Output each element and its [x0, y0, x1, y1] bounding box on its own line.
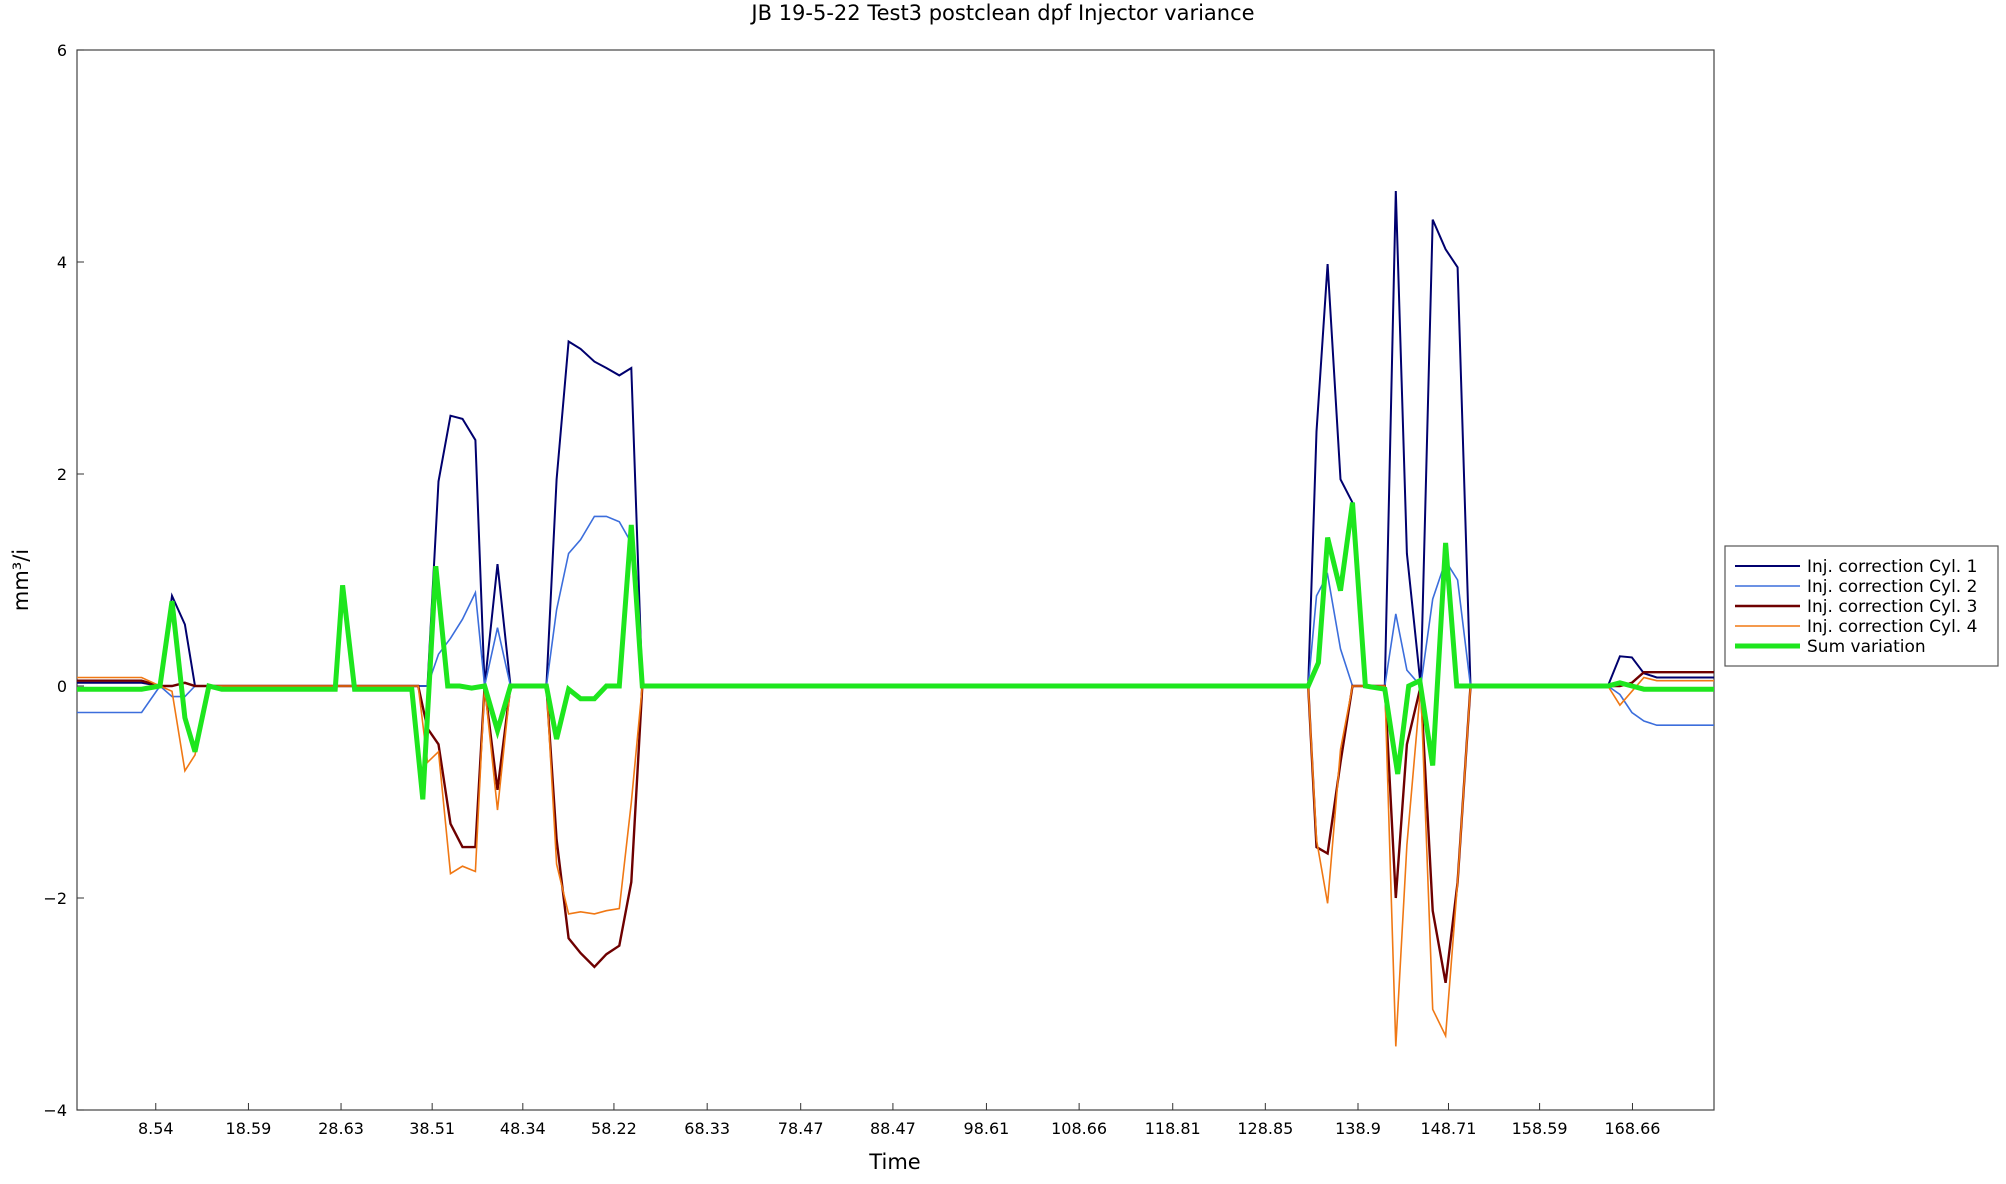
x-axis: 8.54 18.59 28.63 38.51 48.34 58.22 68.33 78.47 8…: [138, 1103, 1660, 1138]
x-tick-label: 8.54: [138, 1119, 174, 1138]
y-axis-title: mm³/i: [9, 549, 33, 611]
x-tick-label: 38.51: [409, 1119, 455, 1138]
x-tick-label: 128.85: [1237, 1119, 1293, 1138]
x-tick-label: 108.66: [1051, 1119, 1107, 1138]
series-group: [77, 190, 1714, 1047]
legend-label-5: Sum variation: [1807, 637, 1926, 657]
x-tick-label: 148.71: [1420, 1119, 1476, 1138]
x-tick-label: 28.63: [318, 1119, 364, 1138]
y-tick-label: 4: [57, 253, 67, 272]
y-axis: −4 −2 0 2 4 6: [43, 41, 84, 1120]
series-line-5: [77, 502, 1714, 800]
x-tick-label: 18.59: [226, 1119, 272, 1138]
x-tick-label: 158.59: [1512, 1119, 1568, 1138]
legend-label-1: Inj. correction Cyl. 1: [1807, 557, 1977, 577]
x-tick-label: 88.47: [870, 1119, 916, 1138]
x-tick-label: 78.47: [778, 1119, 824, 1138]
x-tick-label: 118.81: [1145, 1119, 1201, 1138]
chart-title: JB 19-5-22 Test3 postclean dpf Injector …: [749, 1, 1254, 25]
y-tick-label: 6: [57, 41, 67, 60]
legend-label-3: Inj. correction Cyl. 3: [1807, 597, 1977, 617]
x-axis-title: Time: [868, 1150, 920, 1174]
x-tick-label: 98.61: [964, 1119, 1010, 1138]
y-tick-label: −4: [43, 1101, 67, 1120]
series-line-4: [77, 676, 1714, 1047]
x-tick-label: 58.22: [591, 1119, 637, 1138]
x-tick-label: 48.34: [500, 1119, 546, 1138]
y-tick-label: 0: [57, 677, 67, 696]
x-tick-label: 68.33: [684, 1119, 730, 1138]
plot-area-frame: [76, 49, 1715, 1111]
y-tick-label: −2: [43, 889, 67, 908]
y-tick-label: 2: [57, 465, 67, 484]
x-tick-label: 168.66: [1604, 1119, 1660, 1138]
legend-label-4: Inj. correction Cyl. 4: [1807, 617, 1977, 637]
x-tick-label: 138.9: [1335, 1119, 1381, 1138]
legend-label-2: Inj. correction Cyl. 2: [1807, 577, 1977, 597]
